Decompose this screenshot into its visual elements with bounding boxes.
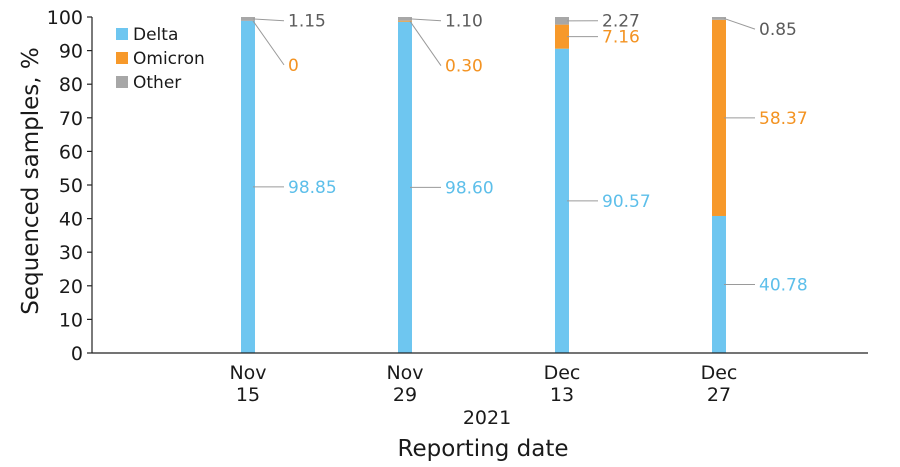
bar-segment-other-3 <box>712 17 726 20</box>
y-tick-label: 60 <box>59 141 83 163</box>
data-label-delta-3: 40.78 <box>759 275 808 295</box>
data-label-omicron-3: 58.37 <box>759 109 808 129</box>
legend-label-other: Other <box>133 73 181 93</box>
x-category-month-2: Dec <box>544 362 581 384</box>
y-tick-label: 0 <box>71 343 83 365</box>
x-category-month-0: Nov <box>229 362 266 384</box>
legend-label-omicron: Omicron <box>133 49 205 69</box>
year-label: 2021 <box>463 407 511 429</box>
x-category-month-1: Nov <box>386 362 423 384</box>
leader-line-other-1 <box>409 18 442 22</box>
leader-lines-group <box>252 17 756 285</box>
leader-line-omicron-0 <box>252 20 285 66</box>
y-tick-label: 90 <box>59 41 83 63</box>
data-label-other-2: 2.27 <box>602 12 640 32</box>
data-label-delta-2: 90.57 <box>602 192 651 212</box>
data-label-delta-1: 98.60 <box>445 178 494 198</box>
legend-swatch-omicron <box>116 52 128 64</box>
legend-swatch-other <box>116 76 128 88</box>
y-tick-label: 70 <box>59 108 83 130</box>
axes-group <box>87 16 868 354</box>
bar-segment-other-0 <box>241 17 255 21</box>
data-label-other-3: 0.85 <box>759 20 797 40</box>
bar-segment-omicron-3 <box>712 19 726 216</box>
bar-segment-delta-2 <box>555 48 569 353</box>
x-category-day-3: 27 <box>707 384 731 406</box>
y-tick-label: 100 <box>47 7 83 29</box>
leader-line-other-3 <box>723 17 756 30</box>
legend-label-delta: Delta <box>133 25 178 45</box>
data-label-omicron-1: 0.30 <box>445 57 483 77</box>
bar-segment-delta-1 <box>398 21 412 353</box>
y-tick-label: 10 <box>59 309 83 331</box>
data-label-omicron-0: 0 <box>288 56 299 76</box>
bar-segment-delta-3 <box>712 215 726 353</box>
y-tick-label: 20 <box>59 276 83 298</box>
data-labels-group: 98.85 0 1.15 98.60 0.30 1.10 90.57 7.162.27 40.7… <box>288 12 808 296</box>
bar-segment-other-2 <box>555 17 569 25</box>
legend: Delta Omicron Other <box>116 25 205 93</box>
y-axis-title: Sequenced samples, % <box>18 47 44 314</box>
x-category-day-1: 29 <box>393 384 417 406</box>
x-category-day-0: 15 <box>236 384 260 406</box>
data-label-other-0: 1.15 <box>288 12 326 32</box>
data-label-delta-0: 98.85 <box>288 178 337 198</box>
bar-segment-delta-0 <box>241 20 255 353</box>
legend-swatch-delta <box>116 28 128 40</box>
leader-line-other-0 <box>252 18 285 22</box>
bar-segment-omicron-1 <box>398 20 412 22</box>
bars-group <box>241 17 726 353</box>
y-tick-label: 30 <box>59 242 83 264</box>
bar-segment-omicron-2 <box>555 24 569 49</box>
x-category-day-2: 13 <box>550 384 574 406</box>
y-tick-labels-group: 0 10 20 30 40 50 60 70 80 90 100 <box>47 7 83 365</box>
data-label-other-1: 1.10 <box>445 12 483 32</box>
leader-line-omicron-1 <box>409 20 442 66</box>
y-tick-label: 40 <box>59 209 83 231</box>
bar-segment-other-1 <box>398 17 412 21</box>
y-tick-label: 80 <box>59 74 83 96</box>
data-label-omicron-2: 7.16 <box>602 28 640 48</box>
y-tick-label: 50 <box>59 175 83 197</box>
x-category-month-3: Dec <box>701 362 738 384</box>
x-axis-title: Reporting date <box>398 436 569 462</box>
